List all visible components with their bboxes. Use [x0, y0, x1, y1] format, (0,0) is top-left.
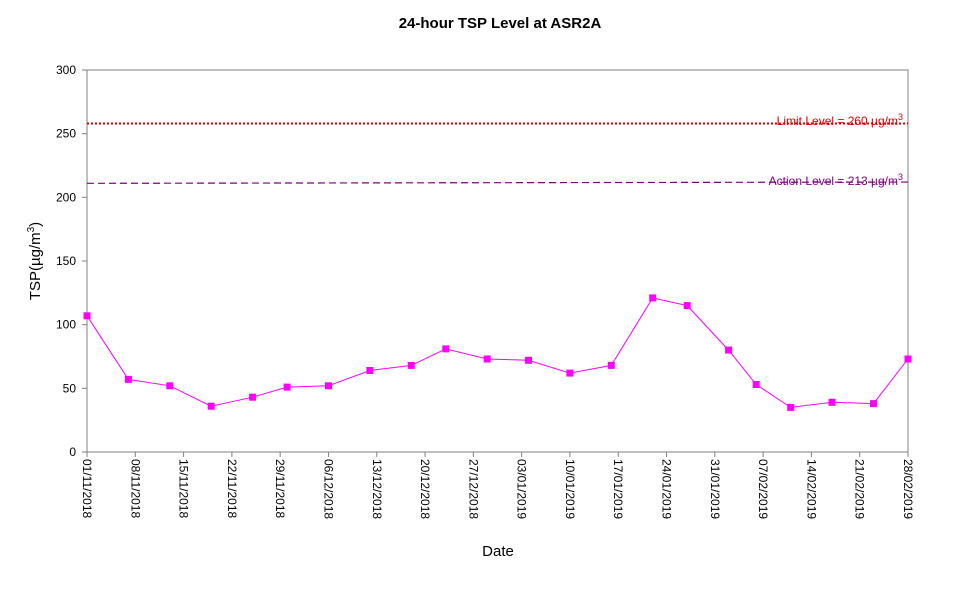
x-tick-label: 29/11/2018 — [273, 459, 287, 518]
data-point-marker — [325, 382, 332, 390]
x-tick-label: 21/02/2019 — [853, 459, 867, 519]
data-point-marker — [483, 355, 491, 363]
data-point-marker — [607, 361, 615, 369]
y-axis-label-unit: µg/m — [27, 232, 44, 266]
reference-line-label: Action Level = 213 µg/m3 — [769, 172, 903, 188]
y-tick-label: 300 — [56, 63, 76, 77]
x-axis: 01/11/2018 08/11/2018 15/11/2018 22/11/2018… — [80, 452, 915, 519]
data-point-marker — [83, 312, 91, 320]
x-tick-label: 17/01/2019 — [611, 459, 625, 519]
data-point-marker — [366, 367, 374, 374]
data-point-marker — [649, 294, 657, 302]
x-tick-label: 22/11/2018 — [225, 459, 239, 518]
data-point-marker — [787, 403, 795, 411]
y-axis-label-close: ) — [27, 222, 44, 227]
y-axis: 0 50 100 150 200 250 300 — [56, 63, 87, 459]
x-tick-label: 01/11/2018 — [80, 459, 94, 518]
y-tick-label: 250 — [56, 127, 76, 141]
y-axis-label: TSP(µg/m3) — [26, 222, 44, 300]
x-tick-label: 10/01/2019 — [563, 459, 577, 519]
data-point-marker — [828, 398, 836, 406]
reference-lines: Limit Level = 260 µg/m3 Action Level = 21… — [86, 112, 909, 188]
y-axis-label-sup: 3 — [26, 226, 37, 232]
x-tick-label: 07/02/2019 — [756, 459, 770, 519]
data-point-marker — [207, 402, 215, 410]
data-point-marker — [249, 393, 257, 401]
y-tick-label: 50 — [63, 381, 77, 395]
data-point-marker — [407, 361, 415, 369]
x-axis-label: Date — [482, 543, 514, 560]
series-line — [86, 297, 909, 408]
reference-line — [86, 181, 909, 184]
y-tick-label: 200 — [56, 190, 76, 204]
data-point-marker — [870, 400, 877, 408]
data-point-marker — [525, 356, 532, 364]
x-tick-label: 14/02/2019 — [804, 459, 818, 519]
x-tick-label: 31/01/2019 — [708, 459, 722, 519]
y-tick-label: 150 — [56, 254, 76, 268]
data-point-marker — [124, 375, 132, 383]
x-tick-label: 08/11/2018 — [128, 459, 142, 518]
y-tick-label: 100 — [56, 318, 76, 332]
x-tick-label: 13/12/2018 — [370, 459, 384, 519]
reference-line-label: Limit Level = 260 µg/m3 — [777, 112, 903, 128]
series-group — [83, 294, 912, 411]
y-axis-label-main: TSP( — [27, 266, 44, 300]
chart-title: 24-hour TSP Level at ASR2A — [399, 15, 602, 32]
x-tick-label: 15/11/2018 — [177, 459, 191, 518]
x-tick-label: 20/12/2018 — [418, 459, 432, 519]
x-tick-label: 03/01/2019 — [515, 459, 529, 519]
data-point-marker — [566, 369, 574, 377]
data-point-marker — [166, 382, 174, 390]
data-point-marker — [283, 383, 291, 391]
x-tick-label: 27/12/2018 — [466, 459, 480, 519]
data-point-marker — [725, 346, 733, 354]
data-point-marker — [683, 302, 691, 310]
data-point-marker — [904, 355, 912, 363]
data-point-marker — [442, 345, 450, 353]
x-tick-label: 06/12/2018 — [321, 459, 335, 519]
y-tick-label: 0 — [69, 445, 76, 459]
x-tick-label: 28/02/2019 — [901, 459, 915, 519]
x-tick-label: 24/01/2019 — [660, 459, 674, 519]
data-point-marker — [752, 381, 760, 388]
